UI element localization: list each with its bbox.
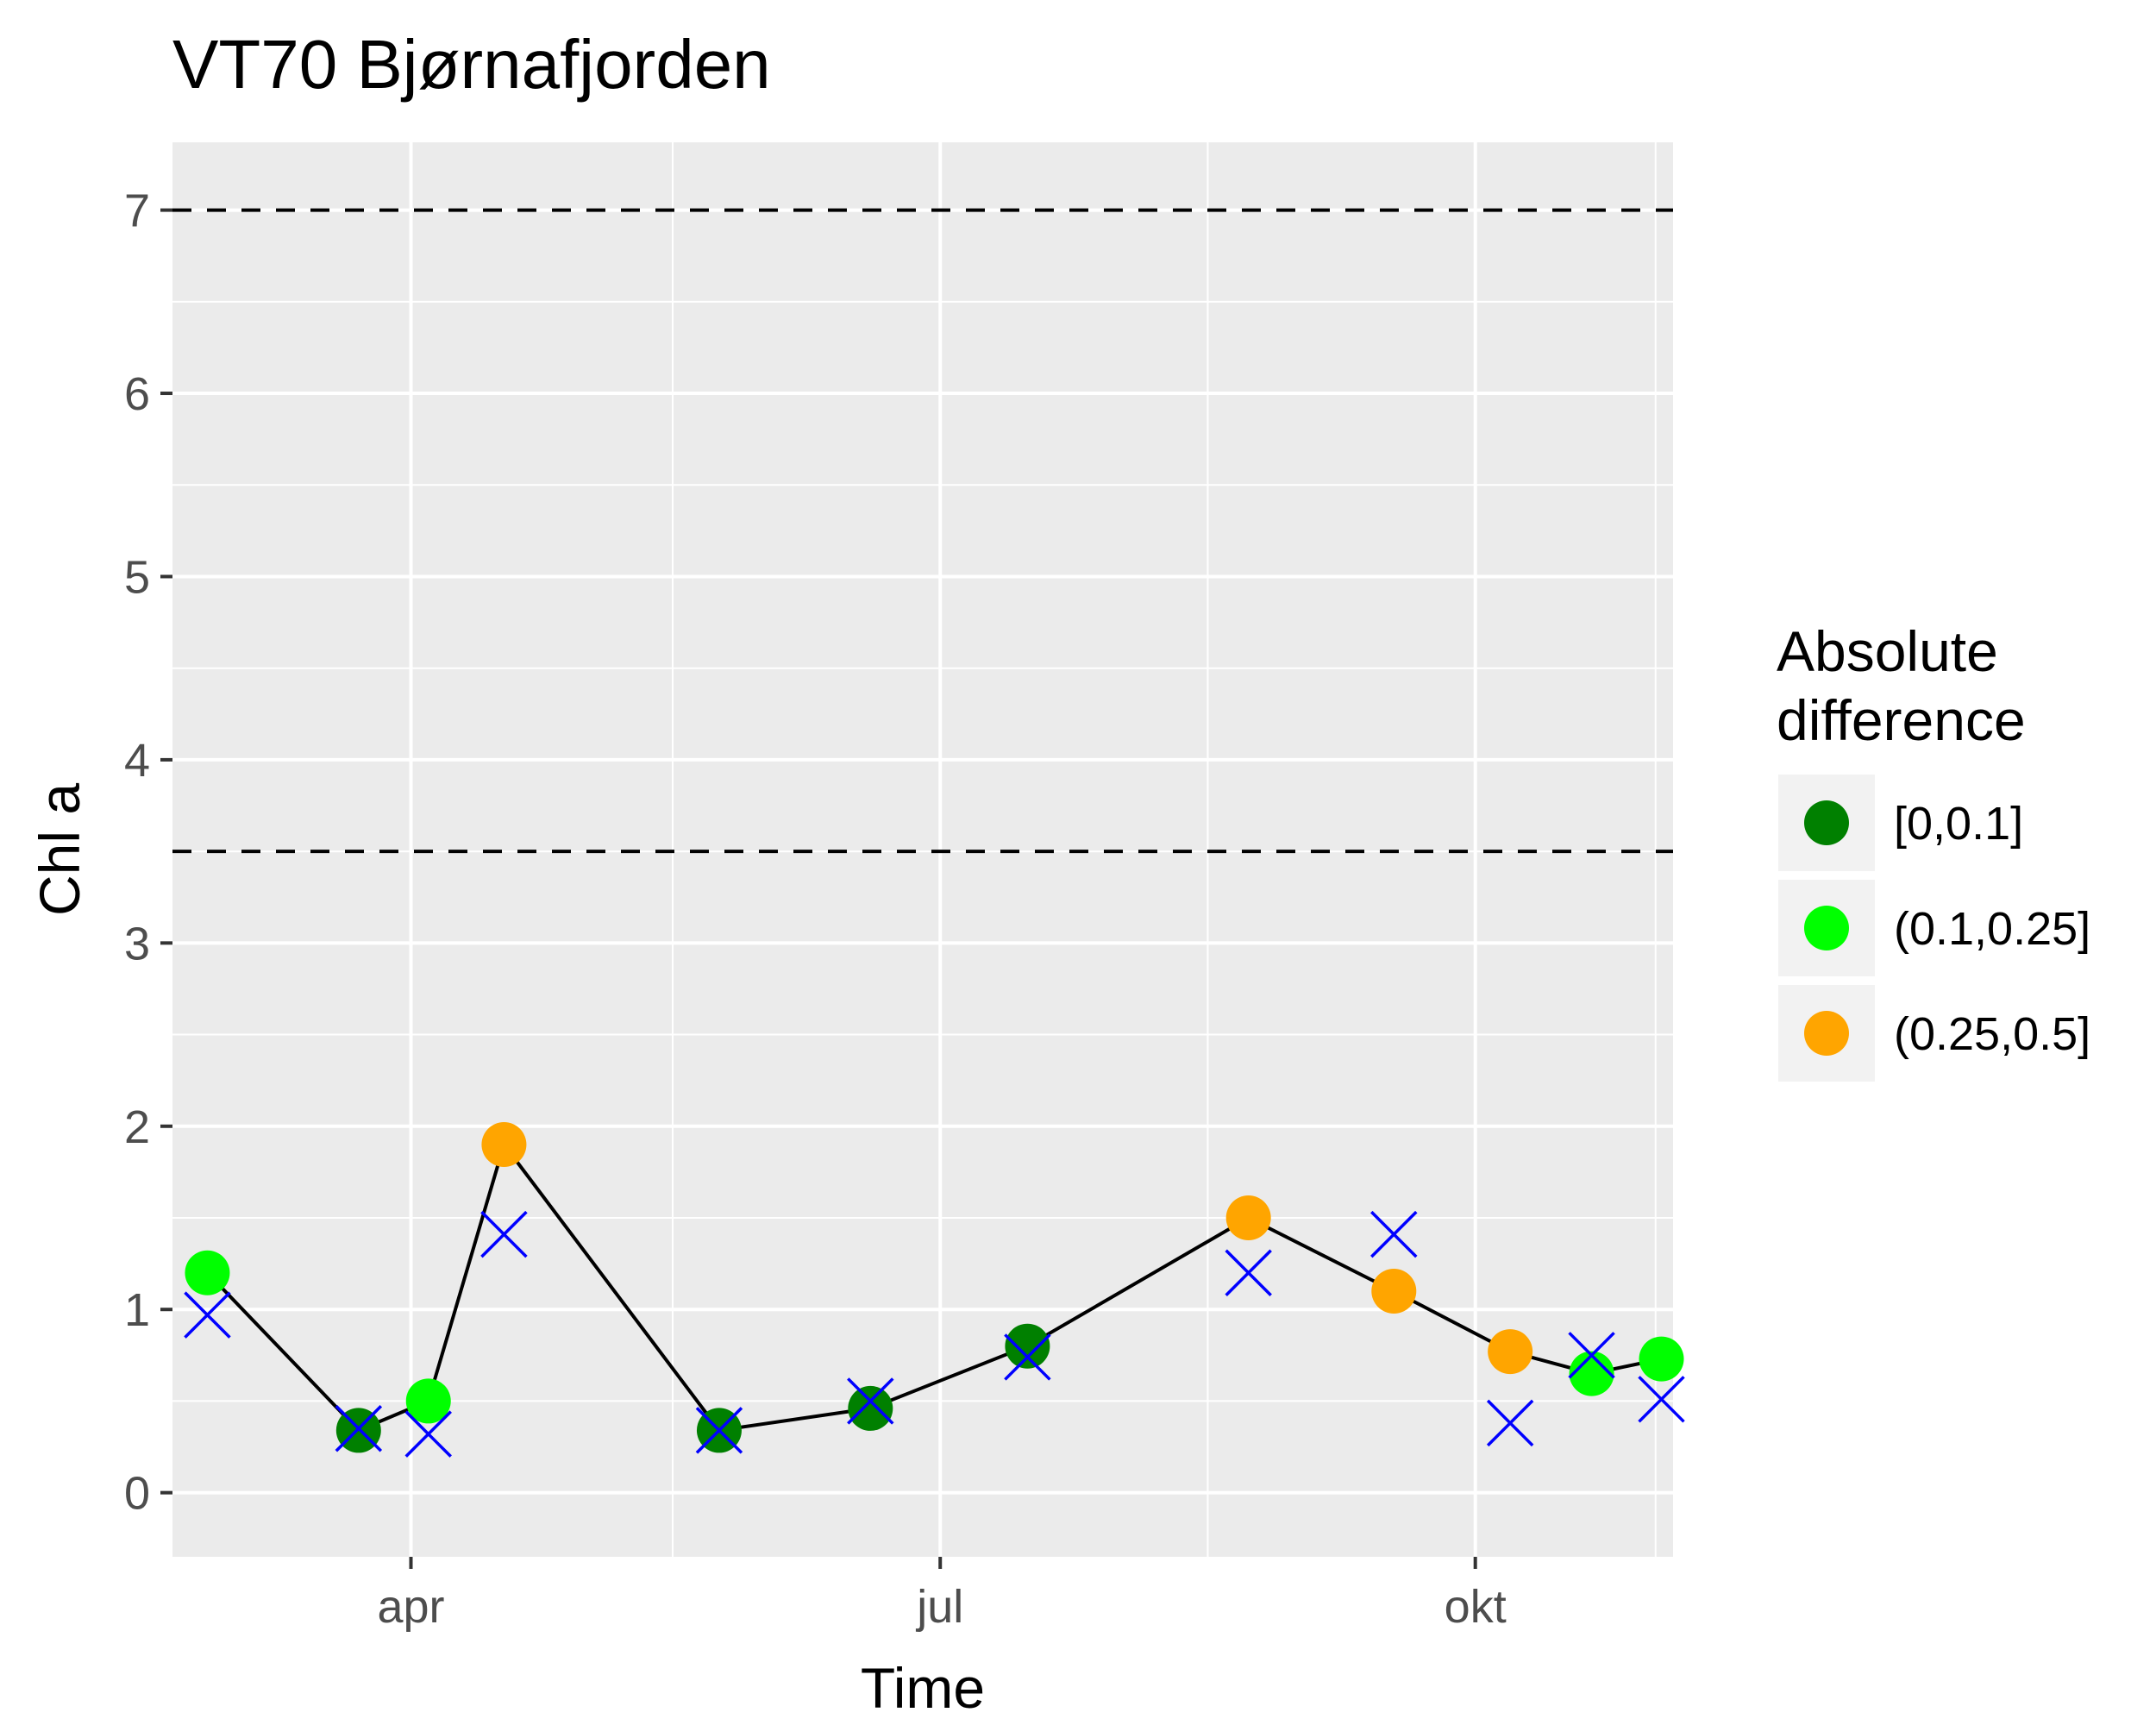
reference-lines xyxy=(172,208,1673,854)
data-point xyxy=(1569,1351,1614,1396)
x-axis: apr jul okt xyxy=(377,1557,1507,1633)
data-point xyxy=(1005,1323,1050,1369)
x-tick-label: jul xyxy=(915,1581,963,1633)
y-tick-label: 5 xyxy=(124,551,150,603)
data-point xyxy=(185,1250,230,1295)
x-tick-label: apr xyxy=(377,1581,444,1633)
x-marker xyxy=(335,1405,383,1452)
x-marker xyxy=(1486,1399,1534,1447)
legend-items: [0,0.1] (0.1,0.25] (0.25,0.5] xyxy=(1778,775,2090,1082)
y-tick-label: 6 xyxy=(124,368,150,420)
x-axis-title: Time xyxy=(861,1656,985,1720)
legend: Absolute difference [0,0.1] (0.1,0.25] (0.… xyxy=(1777,619,2090,1082)
legend-label: [0,0.1] xyxy=(1894,798,2023,850)
y-tick-label: 3 xyxy=(124,918,150,969)
legend-swatch xyxy=(1804,906,1849,950)
grid-lines xyxy=(148,142,1673,1557)
legend-label: (0.1,0.25] xyxy=(1894,903,2090,955)
plot-panel xyxy=(172,142,1673,1557)
x-marker xyxy=(480,1210,528,1258)
x-marker xyxy=(695,1407,743,1454)
x-tick-label: okt xyxy=(1445,1581,1507,1633)
chart-title: VT70 Bjørnafjorden xyxy=(172,26,771,103)
legend-title-line-1: Absolute xyxy=(1777,619,1998,683)
x-marker xyxy=(1004,1333,1051,1381)
y-tick-label: 0 xyxy=(124,1468,150,1520)
x-marker xyxy=(1225,1249,1272,1296)
y-axis: 0 1 2 3 4 5 6 7 xyxy=(124,185,172,1520)
y-tick-label: 1 xyxy=(124,1284,150,1336)
x-marker xyxy=(184,1291,231,1339)
data-point xyxy=(1639,1336,1684,1382)
legend-title-line-2: difference xyxy=(1777,688,2026,752)
legend-label: (0.25,0.5] xyxy=(1894,1008,2090,1060)
x-marker xyxy=(1638,1376,1685,1423)
y-axis-title: Chl a xyxy=(28,783,91,916)
data-point xyxy=(481,1122,527,1168)
data-point xyxy=(405,1378,451,1424)
data-point xyxy=(1225,1195,1271,1240)
legend-swatch xyxy=(1804,800,1849,845)
y-tick-label: 4 xyxy=(124,735,150,787)
x-marker xyxy=(847,1377,894,1425)
y-tick-label: 7 xyxy=(124,185,150,237)
data-point xyxy=(1488,1329,1533,1375)
legend-swatch xyxy=(1804,1011,1849,1056)
x-marker xyxy=(1568,1332,1615,1379)
data-point xyxy=(848,1385,893,1431)
data-point xyxy=(1371,1268,1417,1314)
y-tick-label: 2 xyxy=(124,1101,150,1153)
x-marker xyxy=(404,1410,452,1458)
x-markers xyxy=(184,1210,1685,1458)
x-marker xyxy=(1370,1210,1418,1258)
